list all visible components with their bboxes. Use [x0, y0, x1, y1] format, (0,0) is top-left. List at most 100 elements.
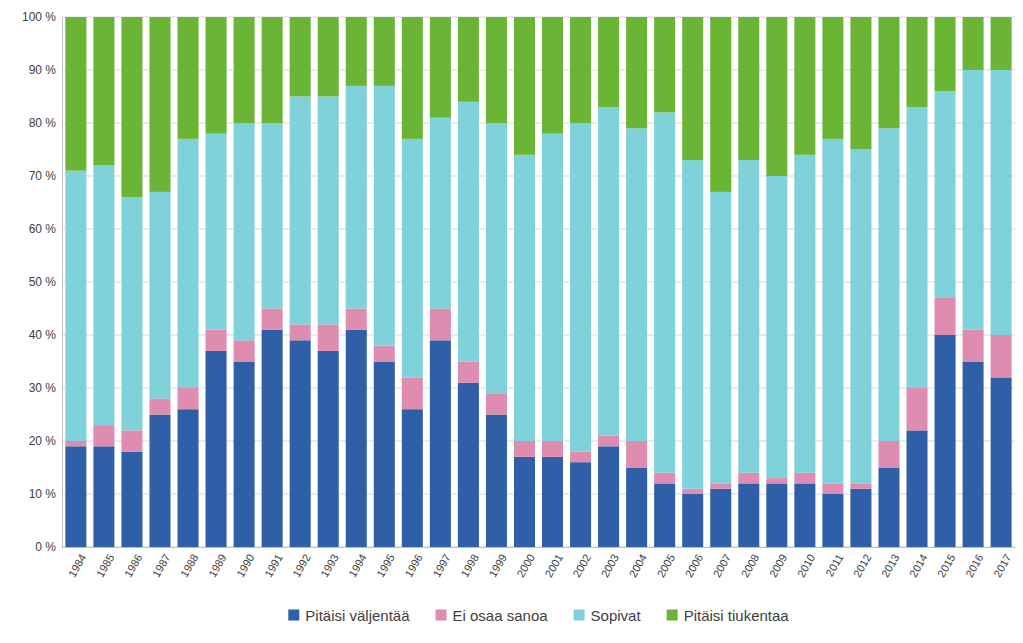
chart: 0 %10 %20 %30 %40 %50 %60 %70 %80 %90 %1… — [0, 0, 1023, 643]
x-tick-label: 2011 — [823, 552, 845, 578]
bar — [234, 340, 255, 361]
bar — [65, 171, 86, 441]
x-tick: 1995 — [374, 547, 397, 579]
y-tick-label: 10 % — [29, 487, 57, 501]
x-tick-label: 2006 — [683, 552, 706, 579]
bar — [794, 473, 815, 484]
legend-item: Sopivat — [574, 607, 642, 624]
bar — [346, 309, 367, 330]
x-tick-label: 1998 — [458, 552, 481, 579]
bar — [626, 468, 647, 548]
bar — [935, 298, 956, 335]
bar — [65, 17, 86, 171]
bar — [430, 309, 451, 341]
bar — [738, 483, 759, 547]
x-tick-label: 2014 — [907, 552, 930, 579]
y-tick-label: 80 % — [29, 116, 57, 130]
y-tick: 0 % — [35, 540, 62, 554]
bar — [991, 377, 1012, 547]
bar — [65, 441, 86, 446]
grid-line — [62, 335, 1015, 336]
y-tick-label: 0 % — [35, 540, 56, 554]
x-tick-label: 1985 — [94, 552, 117, 579]
x-tick: 1991 — [262, 547, 285, 579]
bar — [682, 489, 703, 494]
bar — [486, 17, 507, 123]
bar — [121, 452, 142, 547]
plot: 0 %10 %20 %30 %40 %50 %60 %70 %80 %90 %1… — [22, 10, 1016, 579]
bar — [822, 17, 843, 139]
bar — [149, 415, 170, 548]
x-tick-label: 2000 — [514, 552, 537, 579]
bar — [850, 150, 871, 484]
bar — [963, 70, 984, 330]
x-tick-label: 2009 — [767, 552, 790, 579]
y-tick-label: 30 % — [29, 381, 57, 395]
bar — [710, 17, 731, 192]
bar — [458, 17, 479, 102]
x-tick: 2017 — [991, 547, 1014, 579]
bar — [458, 102, 479, 362]
y-tick-label: 60 % — [29, 222, 57, 236]
x-tick: 1992 — [290, 547, 313, 579]
bar — [318, 351, 339, 547]
grid-line — [62, 229, 1015, 230]
bar — [430, 340, 451, 547]
grid-line — [62, 70, 1015, 71]
x-tick-label: 2007 — [711, 552, 734, 579]
x-tick-label: 2008 — [739, 552, 762, 579]
legend: Pitäisi väljentääEi osaa sanoaSopivatPit… — [288, 607, 789, 624]
x-tick-label: 1994 — [346, 552, 369, 579]
bar — [374, 17, 395, 86]
bar — [374, 362, 395, 548]
x-tick: 2012 — [851, 547, 874, 579]
bar — [234, 362, 255, 548]
x-tick-label: 2001 — [542, 552, 565, 579]
bar — [682, 17, 703, 160]
bar — [850, 489, 871, 547]
bar — [121, 17, 142, 197]
x-tick: 1988 — [178, 547, 201, 579]
x-tick: 2014 — [907, 547, 930, 579]
x-axis: 1984198519861987198819891990199119921993… — [63, 547, 1016, 579]
x-tick: 2013 — [879, 547, 902, 579]
y-tick-label: 100 % — [22, 10, 56, 24]
legend-item: Pitäisi väljentää — [288, 607, 410, 624]
x-axis-line — [63, 547, 1016, 548]
bar — [65, 446, 86, 547]
bar — [514, 155, 535, 441]
x-tick: 1999 — [486, 547, 509, 579]
grid-line — [62, 282, 1015, 283]
x-tick-label: 1991 — [262, 552, 285, 579]
bar — [570, 17, 591, 123]
bar — [402, 409, 423, 547]
bar — [598, 17, 619, 107]
grid — [62, 17, 1015, 547]
x-tick-label: 2017 — [991, 552, 1014, 579]
x-tick: 2003 — [598, 547, 621, 579]
x-tick-label: 2002 — [570, 552, 593, 579]
bar — [206, 330, 227, 351]
bar — [121, 430, 142, 451]
bar — [850, 17, 871, 150]
bar — [458, 362, 479, 383]
legend-label: Pitäisi väljentää — [305, 607, 410, 624]
bar — [963, 330, 984, 362]
bar — [738, 160, 759, 473]
legend-swatch — [288, 610, 299, 621]
bar — [906, 430, 927, 547]
bar — [935, 335, 956, 547]
bar — [654, 483, 675, 547]
bar — [710, 489, 731, 547]
x-tick: 2006 — [683, 547, 706, 579]
bar — [626, 17, 647, 128]
x-tick-label: 1987 — [150, 552, 173, 579]
y-tick: 60 % — [29, 222, 62, 236]
bar — [766, 176, 787, 478]
bar — [290, 340, 311, 547]
bar — [935, 17, 956, 91]
legend-swatch — [667, 610, 678, 621]
bar — [486, 123, 507, 393]
y-tick-label: 40 % — [29, 328, 57, 342]
bar — [178, 388, 199, 409]
